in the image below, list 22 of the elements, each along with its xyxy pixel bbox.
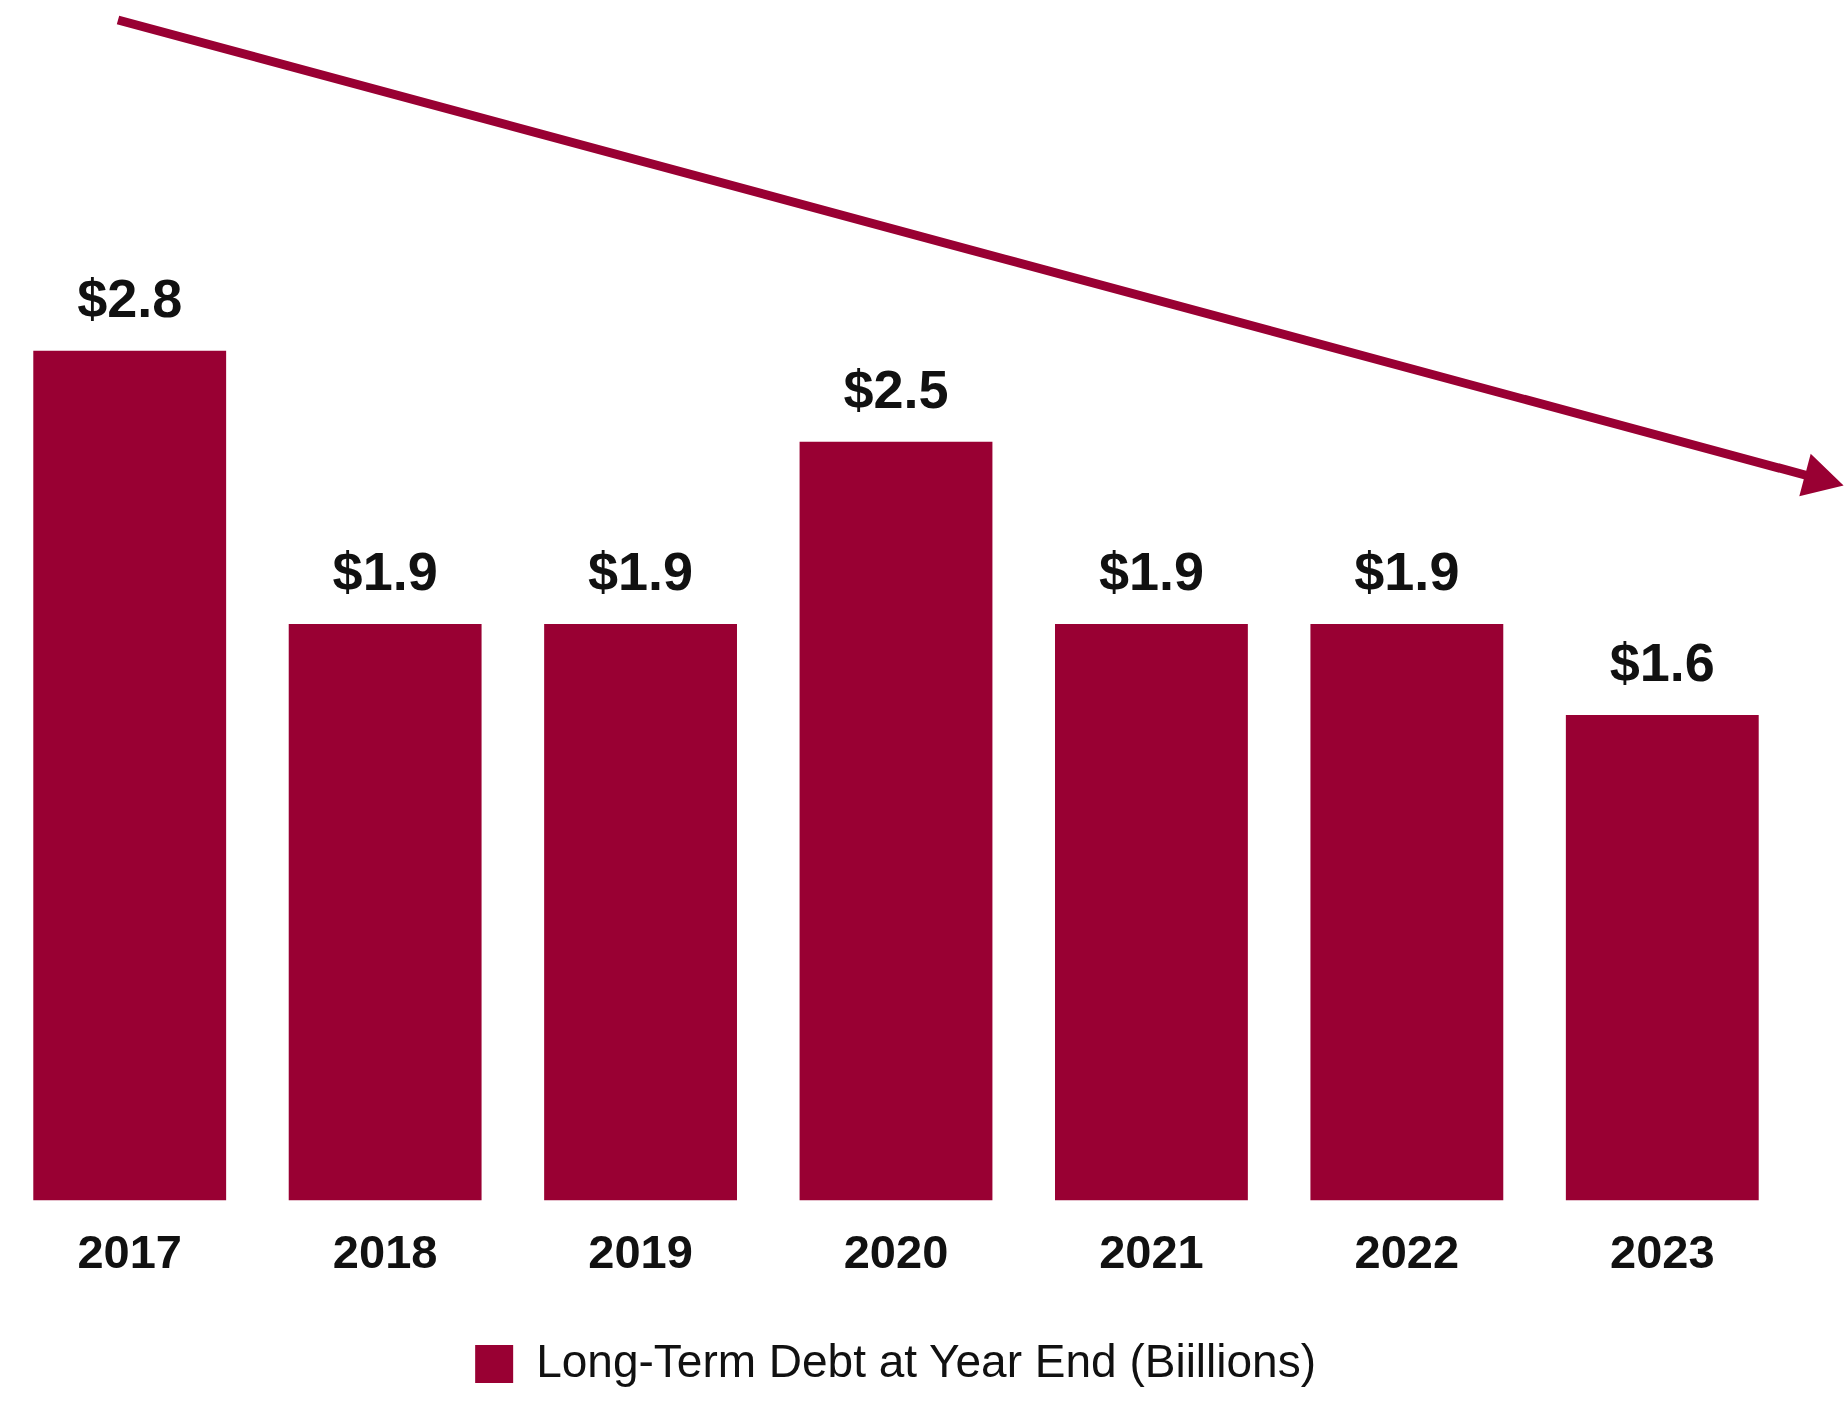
bar [1310,623,1504,1201]
x-tick-label: 2020 [843,1224,949,1278]
data-label: $1.9 [588,540,694,601]
data-label: $1.6 [1609,631,1715,692]
bar [288,623,482,1201]
x-tick-label: 2023 [1610,1224,1715,1278]
bar [1055,623,1248,1201]
data-label: $2.5 [843,358,949,419]
bar [544,623,737,1201]
x-tick-label: 2022 [1354,1224,1460,1278]
bar [799,441,993,1201]
legend-label: Long-Term Debt at Year End (Biillions) [536,1334,1317,1387]
x-tick-label: 2017 [77,1224,182,1278]
x-tick-label: 2021 [1099,1224,1204,1278]
x-tick-label: 2018 [332,1224,438,1278]
bar [1565,714,1759,1201]
data-label: $2.8 [77,267,183,328]
bar [33,350,227,1201]
data-label: $1.9 [332,540,438,601]
data-label: $1.9 [1098,540,1204,601]
x-tick-label: 2019 [588,1224,693,1278]
data-label: $1.9 [1354,540,1460,601]
